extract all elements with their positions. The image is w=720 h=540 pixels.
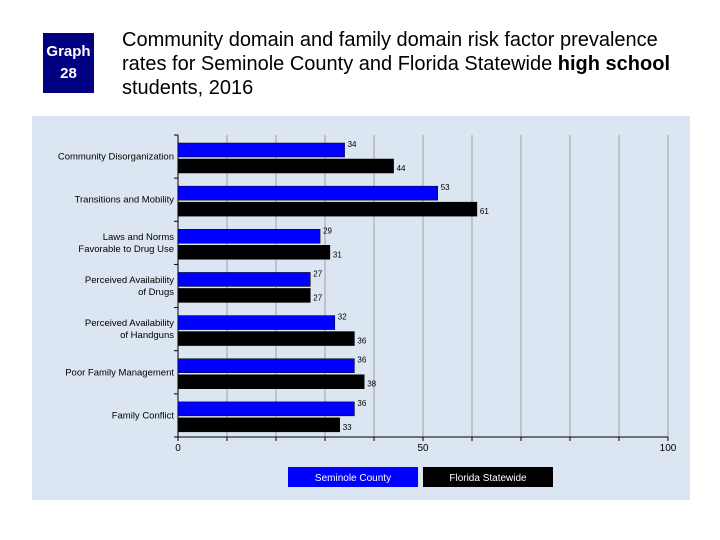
category-label: Perceived Availability bbox=[85, 275, 174, 286]
category-label: Poor Family Management bbox=[65, 367, 174, 378]
data-label: 33 bbox=[343, 423, 352, 432]
category-label: Perceived Availability bbox=[85, 318, 174, 329]
category-label: Laws and Norms bbox=[103, 232, 175, 243]
legend-label-florida: Florida Statewide bbox=[449, 473, 527, 484]
category-label: of Handguns bbox=[120, 330, 174, 341]
title-text-start: Community domain and family domain risk … bbox=[122, 29, 658, 75]
category-label: Community Disorganization bbox=[58, 152, 174, 163]
data-label: 27 bbox=[313, 293, 322, 302]
bar-florida bbox=[177, 201, 478, 217]
graph-number: 28 bbox=[60, 65, 77, 82]
bar-florida bbox=[177, 331, 355, 346]
category-label: Family Conflict bbox=[112, 410, 175, 421]
bar-florida bbox=[177, 288, 311, 303]
data-label: 36 bbox=[357, 399, 366, 408]
x-tick-label: 50 bbox=[417, 443, 429, 454]
bar-seminole bbox=[177, 315, 336, 330]
legend-swatch-seminole bbox=[288, 467, 418, 487]
bar-seminole bbox=[177, 185, 438, 201]
category-label: of Drugs bbox=[138, 287, 174, 298]
chart-title: Community domain and family domain risk … bbox=[122, 28, 702, 100]
title-text-end: students, 2016 bbox=[122, 77, 254, 99]
chart-panel bbox=[32, 116, 690, 500]
data-label: 32 bbox=[338, 313, 347, 322]
bar-florida bbox=[177, 158, 394, 174]
bar-seminole bbox=[177, 229, 321, 244]
data-label: 31 bbox=[333, 250, 342, 259]
x-tick-label: 0 bbox=[175, 443, 181, 454]
data-label: 29 bbox=[323, 226, 332, 235]
graph-label: Graph bbox=[46, 43, 91, 60]
legend-swatch-florida bbox=[423, 467, 553, 487]
bar-seminole bbox=[177, 272, 311, 287]
data-label: 36 bbox=[357, 356, 366, 365]
category-label: Transitions and Mobility bbox=[75, 195, 175, 206]
legend-label-seminole: Seminole County bbox=[315, 473, 391, 484]
category-label: Favorable to Drug Use bbox=[78, 244, 174, 255]
bar-florida bbox=[177, 417, 340, 433]
data-label: 38 bbox=[367, 380, 376, 389]
data-label: 27 bbox=[313, 269, 322, 278]
bar-florida bbox=[177, 245, 331, 260]
bar-seminole bbox=[177, 401, 355, 417]
bar-florida bbox=[177, 374, 365, 389]
bar-seminole bbox=[177, 142, 345, 158]
data-label: 44 bbox=[397, 164, 406, 173]
data-label: 36 bbox=[357, 337, 366, 346]
data-label: 34 bbox=[348, 140, 357, 149]
data-label: 61 bbox=[480, 207, 489, 216]
graph-number-badge: Graph 28 bbox=[43, 33, 94, 93]
title-text-bold: high school bbox=[557, 53, 670, 75]
x-tick-label: 100 bbox=[660, 443, 677, 454]
data-label: 53 bbox=[441, 183, 450, 192]
bar-seminole bbox=[177, 358, 355, 373]
